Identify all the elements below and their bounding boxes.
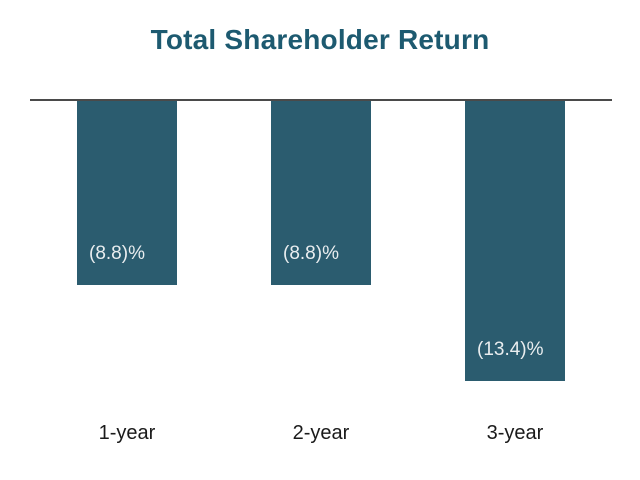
bar-value-label: (8.8)% bbox=[283, 243, 339, 264]
bar-value-label: (8.8)% bbox=[89, 243, 145, 264]
bars-row: (8.8)% (8.8)% (13.4)% bbox=[30, 101, 612, 381]
chart-title: Total Shareholder Return bbox=[150, 24, 490, 55]
bar-2-year: (8.8)% bbox=[271, 101, 371, 285]
zero-baseline bbox=[30, 99, 612, 101]
bar-1-year: (8.8)% bbox=[77, 101, 177, 285]
category-axis: 1-year 2-year 3-year bbox=[30, 422, 612, 445]
bar-column: (8.8)% bbox=[224, 101, 418, 381]
bar-3-year: (13.4)% bbox=[465, 101, 565, 381]
category-label-2-year: 2-year bbox=[292, 422, 350, 444]
category-label-1-year: 1-year bbox=[98, 422, 156, 444]
bar-column: (13.4)% bbox=[418, 101, 612, 381]
bar-value-label: (13.4)% bbox=[477, 339, 544, 360]
category-label-3-year: 3-year bbox=[486, 422, 544, 444]
bar-column: (8.8)% bbox=[30, 101, 224, 381]
